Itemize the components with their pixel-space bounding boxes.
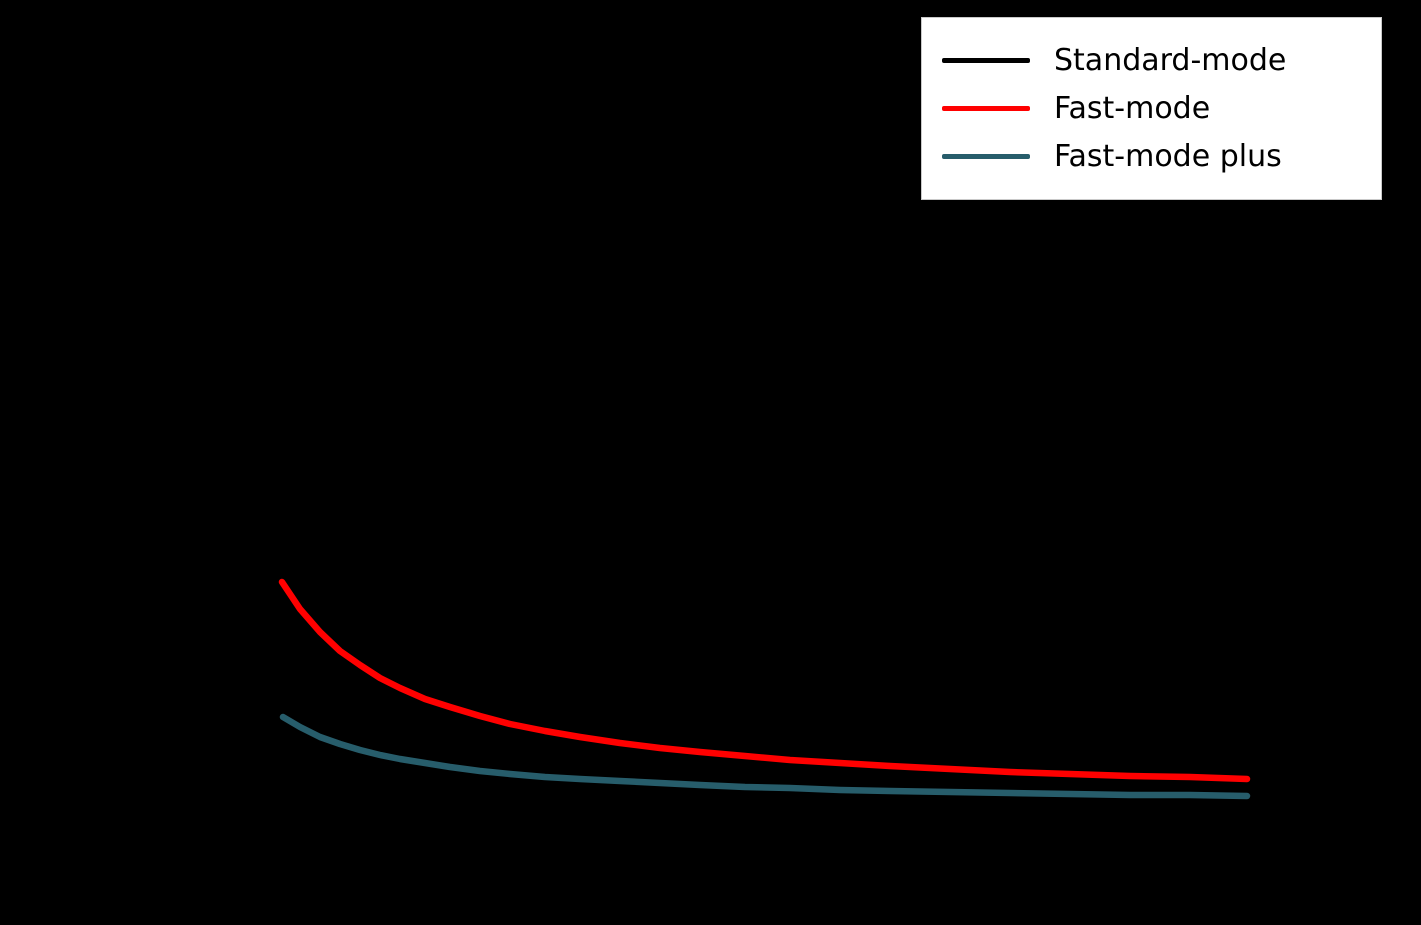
- legend-entry-fast-mode-plus: Fast-mode plus: [942, 141, 1381, 172]
- legend-entry-standard-mode: Standard-mode: [942, 45, 1381, 76]
- standard-mode-line-swatch: [942, 58, 1030, 63]
- legend-label-fast-mode: Fast-mode: [1054, 91, 1211, 126]
- legend: Standard-mode Fast-mode Fast-mode plus: [921, 17, 1382, 200]
- legend-label-fast-mode-plus: Fast-mode plus: [1054, 139, 1282, 174]
- legend-label-standard-mode: Standard-mode: [1054, 43, 1287, 78]
- fast-mode-line: [278, 578, 1251, 783]
- fast-mode-plus-line: [279, 713, 1251, 800]
- legend-entry-fast-mode: Fast-mode: [942, 93, 1381, 124]
- fast-mode-line-swatch: [942, 106, 1030, 111]
- fast-mode-plus-line-swatch: [942, 154, 1030, 159]
